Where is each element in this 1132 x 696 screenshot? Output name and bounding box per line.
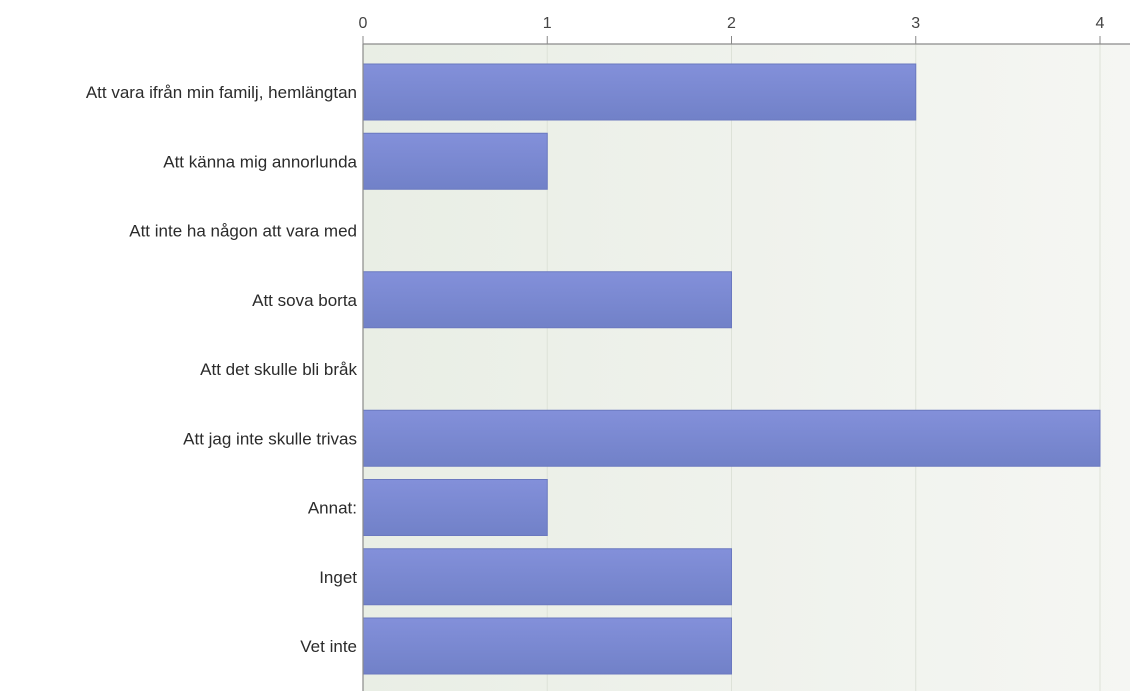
category-label: Att känna mig annorlunda bbox=[163, 152, 357, 171]
bar bbox=[362, 271, 732, 329]
bar bbox=[362, 63, 917, 121]
category-label: Att sova borta bbox=[252, 291, 357, 310]
bar bbox=[362, 617, 732, 675]
bar bbox=[362, 548, 732, 606]
x-tick-label: 0 bbox=[359, 15, 368, 32]
x-tick-label: 1 bbox=[543, 15, 552, 32]
bar bbox=[362, 479, 548, 536]
category-label: Vet inte bbox=[300, 637, 357, 656]
x-tick-label: 3 bbox=[911, 15, 920, 32]
category-label: Annat: bbox=[308, 499, 357, 518]
category-label: Att jag inte skulle trivas bbox=[183, 429, 357, 448]
x-tick-label: 2 bbox=[727, 15, 736, 32]
category-label: Att vara ifrån min familj, hemlängtan bbox=[86, 83, 357, 102]
x-tick-label: 4 bbox=[1096, 15, 1105, 32]
bars bbox=[362, 63, 1101, 675]
bar bbox=[362, 409, 1101, 467]
category-label: Att det skulle bli bråk bbox=[200, 360, 357, 379]
axes: 0 1 2 3 4 bbox=[359, 15, 1130, 691]
category-label: Att inte ha någon att vara med bbox=[129, 222, 357, 241]
bar bbox=[362, 132, 548, 190]
category-label: Inget bbox=[319, 568, 357, 587]
category-labels: Att vara ifrån min familj, hemlängtan Att… bbox=[86, 83, 358, 656]
